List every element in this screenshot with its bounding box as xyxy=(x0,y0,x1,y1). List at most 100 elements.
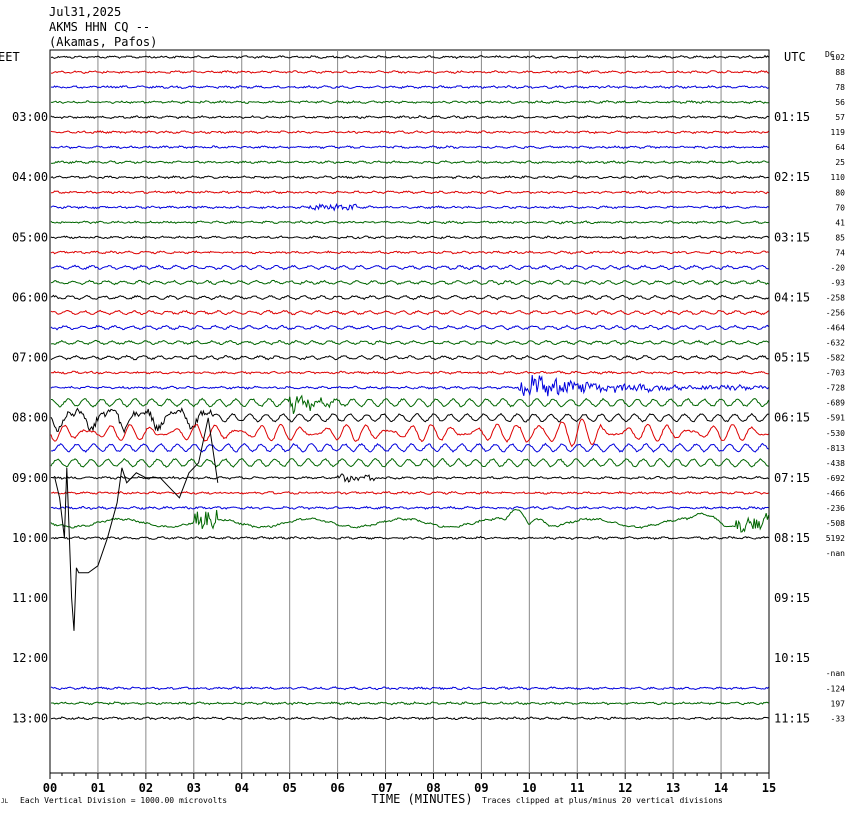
trace-row xyxy=(50,175,769,180)
dc-value-label: -813 xyxy=(826,444,845,453)
trace-row xyxy=(50,70,769,74)
x-tick-label: 04 xyxy=(235,781,249,795)
right-time-label: 04:15 xyxy=(774,290,810,304)
trace-row xyxy=(50,100,769,105)
x-tick-label: 14 xyxy=(714,781,728,795)
left-time-label: 09:00 xyxy=(12,471,48,485)
dc-value-label: 70 xyxy=(835,203,845,212)
trace-row xyxy=(50,442,769,453)
dc-value-label: 85 xyxy=(835,233,845,242)
left-time-label: 03:00 xyxy=(12,110,48,124)
dc-value-label: -256 xyxy=(826,309,845,318)
trace-row xyxy=(50,235,769,240)
dc-value-label: 41 xyxy=(835,218,845,227)
grid-lines xyxy=(49,49,770,779)
trace-row xyxy=(50,324,769,331)
dc-value-label: 74 xyxy=(835,248,845,257)
left-time-label: 13:00 xyxy=(12,711,48,725)
x-tick-label: 12 xyxy=(618,781,632,795)
left-time-label: 10:00 xyxy=(12,531,48,545)
trace-clipped-excursion xyxy=(54,417,219,631)
x-tick-label: 10 xyxy=(522,781,536,795)
traces xyxy=(50,54,770,721)
right-time-label: 10:15 xyxy=(774,651,810,665)
trace-row xyxy=(50,457,769,468)
dc-value-label: -236 xyxy=(826,504,845,513)
dc-value-label: 110 xyxy=(831,173,846,182)
footer-right-note: Traces clipped at plus/minus 20 vertical… xyxy=(482,796,723,805)
dc-label: DC xyxy=(825,50,835,59)
dc-value-label: -20 xyxy=(831,263,846,272)
trace-row xyxy=(50,130,769,135)
trace-row xyxy=(50,264,769,271)
dc-value-label: 102 xyxy=(831,53,846,62)
header-date: Jul31,2025 xyxy=(49,5,122,19)
x-tick-label: 13 xyxy=(666,781,680,795)
trace-row xyxy=(50,339,769,346)
plot-frame xyxy=(49,49,770,774)
dc-value-label: -728 xyxy=(826,384,845,393)
dc-value-label: 119 xyxy=(831,128,846,137)
x-tick-label: 07 xyxy=(378,781,392,795)
dc-value-label: -258 xyxy=(826,293,845,302)
left-time-label: 11:00 xyxy=(12,591,48,605)
left-time-label: 04:00 xyxy=(12,170,48,184)
trace-row xyxy=(50,505,769,511)
dc-value-label: -692 xyxy=(826,474,845,483)
trace-row xyxy=(50,202,769,212)
trace-row xyxy=(50,686,769,691)
trace-row xyxy=(50,407,769,434)
trace-row xyxy=(51,701,769,706)
x-tick-label: 02 xyxy=(139,781,153,795)
trace-row xyxy=(51,190,769,195)
footer-corner-mark: JL xyxy=(1,798,9,805)
dc-value-label: -438 xyxy=(826,459,845,468)
dc-value-label: 64 xyxy=(835,143,845,152)
trace-row xyxy=(50,250,769,255)
left-time-label: 05:00 xyxy=(12,230,48,244)
trace-row xyxy=(50,535,769,541)
left-time-label: 06:00 xyxy=(12,290,48,304)
x-tick-label: 15 xyxy=(762,781,776,795)
dc-value-label: -33 xyxy=(831,714,846,723)
axis-labels: 00 01 02 03 04 05 06 07 08 09 10 11 12 13 14 15 EET UTC DC… xyxy=(0,50,845,806)
trace-row xyxy=(50,370,769,375)
x-tick-label: 08 xyxy=(426,781,440,795)
trace-row xyxy=(51,473,769,483)
x-tick-label: 06 xyxy=(330,781,344,795)
trace-row xyxy=(50,374,769,397)
dc-value-label: -591 xyxy=(826,414,845,423)
trace-row xyxy=(50,279,769,286)
dc-value-label: -582 xyxy=(826,354,845,363)
x-tick-label: 01 xyxy=(91,781,105,795)
dc-value-label: -nan xyxy=(826,549,845,558)
trace-row xyxy=(50,418,769,448)
dc-value-label: -nan xyxy=(826,669,845,678)
right-time-label: 01:15 xyxy=(774,110,810,124)
dc-value-label: 80 xyxy=(835,188,845,197)
x-tick-label: 11 xyxy=(570,781,584,795)
dc-value-label: -466 xyxy=(826,489,845,498)
right-time-label: 06:15 xyxy=(774,411,810,425)
trace-row xyxy=(50,160,769,165)
trace-row xyxy=(50,294,769,301)
dc-value-label: -689 xyxy=(826,399,845,408)
dc-value-label: 56 xyxy=(835,98,845,107)
x-axis-title: TIME (MINUTES) xyxy=(371,792,472,806)
trace-row xyxy=(50,309,769,316)
dc-value-label: 88 xyxy=(835,68,845,77)
trace-row xyxy=(50,716,769,721)
x-tick-label: 05 xyxy=(282,781,296,795)
trace-row xyxy=(50,354,769,361)
dc-value-label: 197 xyxy=(831,699,846,708)
right-time-label: 07:15 xyxy=(774,471,810,485)
right-time-label: 03:15 xyxy=(774,230,810,244)
trace-row xyxy=(51,84,769,90)
right-time-label: 08:15 xyxy=(774,531,810,545)
footer-left-note: Each Vertical Division = 1000.00 microvo… xyxy=(20,796,227,805)
header-station: AKMS HHN CQ -- xyxy=(49,20,151,34)
trace-row xyxy=(50,115,769,120)
right-timezone-label: UTC xyxy=(784,50,806,64)
left-time-label: 07:00 xyxy=(12,351,48,365)
